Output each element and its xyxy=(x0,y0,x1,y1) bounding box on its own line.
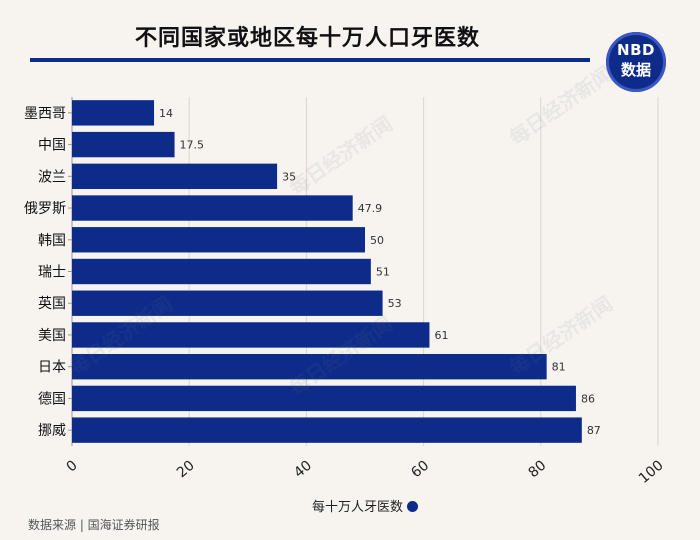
category-label: 德国 xyxy=(38,391,66,407)
category-label: 日本 xyxy=(38,360,66,376)
category-label: 中国 xyxy=(38,138,66,154)
bar-value-label: 50 xyxy=(370,234,384,247)
category-label: 瑞士 xyxy=(38,265,66,281)
bar-value-label: 51 xyxy=(376,266,390,279)
x-tick-label: 80 xyxy=(526,458,550,482)
bar-value-label: 35 xyxy=(282,170,296,183)
bar xyxy=(72,353,547,380)
chart-title: 不同国家或地区每十万人口牙医数 xyxy=(135,26,481,51)
x-tick-label: 20 xyxy=(174,458,198,482)
nbd-logo: NBD 数据 xyxy=(606,32,666,92)
bar xyxy=(72,100,155,126)
bar xyxy=(72,163,278,190)
x-tick-label: 100 xyxy=(636,458,667,487)
title-underline xyxy=(30,58,590,62)
legend-label: 每十万人牙医数 xyxy=(311,500,403,515)
bar xyxy=(72,385,576,412)
x-tick-label: 0 xyxy=(64,458,81,476)
category-label: 韩国 xyxy=(38,233,66,249)
category-label: 俄罗斯 xyxy=(24,201,66,217)
bar xyxy=(72,195,353,221)
bar xyxy=(72,417,582,443)
logo-text-bottom: 数据 xyxy=(620,61,651,79)
bar xyxy=(72,258,371,285)
bar-value-label: 81 xyxy=(552,361,566,374)
legend-marker xyxy=(407,501,418,512)
bar-value-label: 86 xyxy=(581,392,595,405)
x-tick-label: 40 xyxy=(291,458,315,482)
category-label: 美国 xyxy=(38,328,66,344)
bar-value-label: 14 xyxy=(159,107,173,120)
category-label: 英国 xyxy=(38,295,66,312)
bar xyxy=(72,131,175,158)
category-label: 墨西哥 xyxy=(24,106,66,122)
data-source: 数据来源 | 国海证券研报 xyxy=(28,518,160,532)
bar-value-label: 17.5 xyxy=(180,139,205,152)
category-label: 挪威 xyxy=(38,423,66,439)
bar-value-label: 53 xyxy=(388,297,402,310)
category-label: 波兰 xyxy=(38,169,66,185)
bar xyxy=(72,290,383,316)
bar xyxy=(72,227,365,253)
chart-legend: 每十万人牙医数 xyxy=(0,496,700,515)
logo-text-top: NBD xyxy=(617,41,655,59)
x-tick-label: 60 xyxy=(408,458,432,482)
bar-value-label: 61 xyxy=(434,329,448,342)
bar-value-label: 47.9 xyxy=(358,202,383,215)
bar xyxy=(72,322,430,348)
bar-value-label: 87 xyxy=(587,424,601,437)
